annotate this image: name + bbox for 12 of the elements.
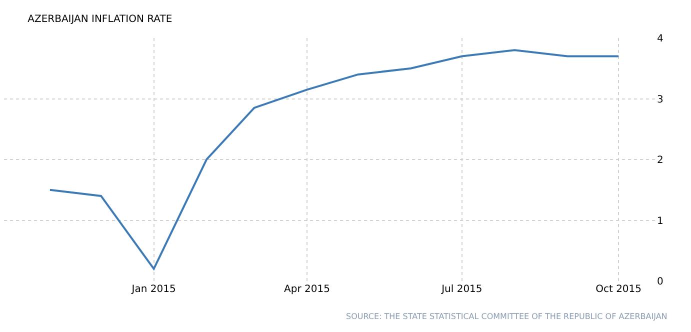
line-series [48,49,620,270]
x-tick-label: Oct 2015 [596,284,642,295]
chart-title: AZERBAIJAN INFLATION RATE [28,14,172,25]
source-note: SOURCE: THE STATE STATISTICAL COMMITTEE OF THE REPUBLIC OF AZERBAIJAN [346,312,668,321]
x-tick-label: Jul 2015 [440,284,482,295]
x-tick-label: Apr 2015 [284,284,330,295]
y-tick-label: 1 [657,216,664,227]
y-tick-label: 2 [657,155,664,166]
y-tick-label: 3 [657,94,664,106]
y-tick-label: 4 [657,34,664,44]
y-tick-label: 0 [657,276,664,288]
x-tick-label: Jan 2015 [130,284,176,295]
